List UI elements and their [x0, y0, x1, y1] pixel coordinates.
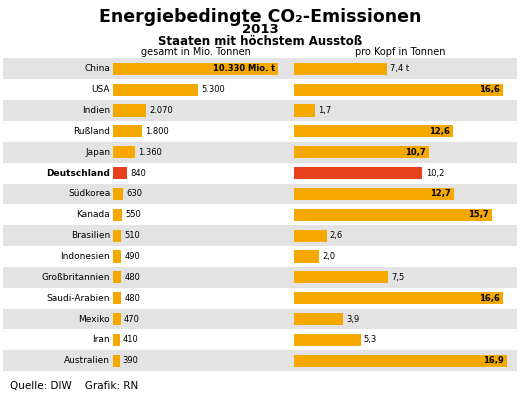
Bar: [3, 309, 517, 330]
Bar: [294, 125, 453, 138]
Bar: [3, 204, 517, 225]
Text: 12,7: 12,7: [430, 190, 451, 198]
Text: Deutschland: Deutschland: [46, 168, 110, 178]
Bar: [3, 330, 517, 350]
Text: 1.800: 1.800: [145, 127, 169, 136]
Text: 5,3: 5,3: [364, 336, 377, 344]
Text: Saudi-Arabien: Saudi-Arabien: [47, 294, 110, 303]
Text: 470: 470: [124, 314, 140, 324]
Text: 3,9: 3,9: [346, 314, 359, 324]
Text: 5.300: 5.300: [201, 85, 225, 94]
Bar: [113, 355, 120, 367]
Bar: [294, 250, 319, 262]
Bar: [3, 184, 517, 204]
Text: China: China: [84, 64, 110, 73]
Text: 2013: 2013: [242, 23, 278, 36]
Text: 10,2: 10,2: [425, 168, 444, 178]
Bar: [113, 334, 120, 346]
Bar: [113, 63, 278, 75]
Bar: [113, 84, 198, 96]
Bar: [294, 167, 422, 179]
Text: Australien: Australien: [64, 356, 110, 365]
Text: Indien: Indien: [82, 106, 110, 115]
Text: 10,7: 10,7: [405, 148, 426, 157]
Text: 510: 510: [125, 231, 140, 240]
Text: 16,6: 16,6: [479, 294, 500, 303]
Text: 16,6: 16,6: [479, 85, 500, 94]
Bar: [294, 355, 507, 367]
Bar: [113, 209, 122, 221]
Text: 2,6: 2,6: [330, 231, 343, 240]
Text: 12,6: 12,6: [429, 127, 450, 136]
Text: 390: 390: [123, 356, 138, 365]
Bar: [294, 230, 327, 242]
Text: Kanada: Kanada: [76, 210, 110, 219]
Text: 7,4 t: 7,4 t: [391, 64, 409, 73]
Text: 10.330 Mio. t: 10.330 Mio. t: [213, 64, 275, 73]
Bar: [3, 121, 517, 142]
Text: Quelle: DIW    Grafik: RN: Quelle: DIW Grafik: RN: [10, 381, 139, 391]
Bar: [113, 146, 135, 158]
Bar: [3, 288, 517, 309]
Text: Japan: Japan: [85, 148, 110, 157]
Bar: [294, 209, 492, 221]
Bar: [3, 225, 517, 246]
Text: Rußland: Rußland: [73, 127, 110, 136]
Text: Iran: Iran: [93, 336, 110, 344]
Bar: [113, 167, 127, 179]
Text: 480: 480: [124, 273, 140, 282]
Bar: [113, 313, 121, 325]
Bar: [113, 125, 142, 138]
Text: Brasilien: Brasilien: [71, 231, 110, 240]
Text: 2.070: 2.070: [150, 106, 173, 115]
Bar: [113, 250, 121, 262]
Bar: [294, 146, 429, 158]
Text: Indonesien: Indonesien: [61, 252, 110, 261]
Text: Mexiko: Mexiko: [79, 314, 110, 324]
Text: USA: USA: [92, 85, 110, 94]
Text: Energiebedingte CO₂-Emissionen: Energiebedingte CO₂-Emissionen: [99, 8, 421, 26]
Text: 480: 480: [124, 294, 140, 303]
Bar: [3, 142, 517, 163]
Text: 490: 490: [124, 252, 140, 261]
Text: 15,7: 15,7: [468, 210, 489, 219]
Bar: [3, 246, 517, 267]
Bar: [3, 58, 517, 79]
Text: Großbritannien: Großbritannien: [42, 273, 110, 282]
Bar: [113, 104, 147, 116]
Text: 7,5: 7,5: [392, 273, 405, 282]
Bar: [294, 84, 503, 96]
Bar: [113, 292, 121, 304]
Bar: [3, 267, 517, 288]
Bar: [294, 188, 454, 200]
Bar: [113, 230, 122, 242]
Bar: [294, 63, 387, 75]
Text: 16,9: 16,9: [483, 356, 504, 365]
Text: 630: 630: [126, 190, 142, 198]
Text: pro Kopf in Tonnen: pro Kopf in Tonnen: [355, 47, 446, 57]
Text: gesamt in Mio. Tonnen: gesamt in Mio. Tonnen: [141, 47, 251, 57]
Bar: [113, 271, 121, 284]
Text: 840: 840: [130, 168, 146, 178]
Text: Südkorea: Südkorea: [68, 190, 110, 198]
Bar: [294, 271, 388, 284]
Bar: [294, 334, 361, 346]
Text: 2,0: 2,0: [322, 252, 335, 261]
Text: 550: 550: [125, 210, 141, 219]
Text: 1,7: 1,7: [318, 106, 332, 115]
Bar: [3, 79, 517, 100]
Bar: [3, 350, 517, 371]
Bar: [3, 163, 517, 184]
Text: 1.360: 1.360: [138, 148, 162, 157]
Bar: [3, 100, 517, 121]
Text: Staaten mit höchstem Ausstoß: Staaten mit höchstem Ausstoß: [158, 35, 362, 48]
Text: 410: 410: [123, 336, 139, 344]
Bar: [294, 313, 343, 325]
Bar: [113, 188, 123, 200]
Bar: [294, 104, 315, 116]
Bar: [294, 292, 503, 304]
